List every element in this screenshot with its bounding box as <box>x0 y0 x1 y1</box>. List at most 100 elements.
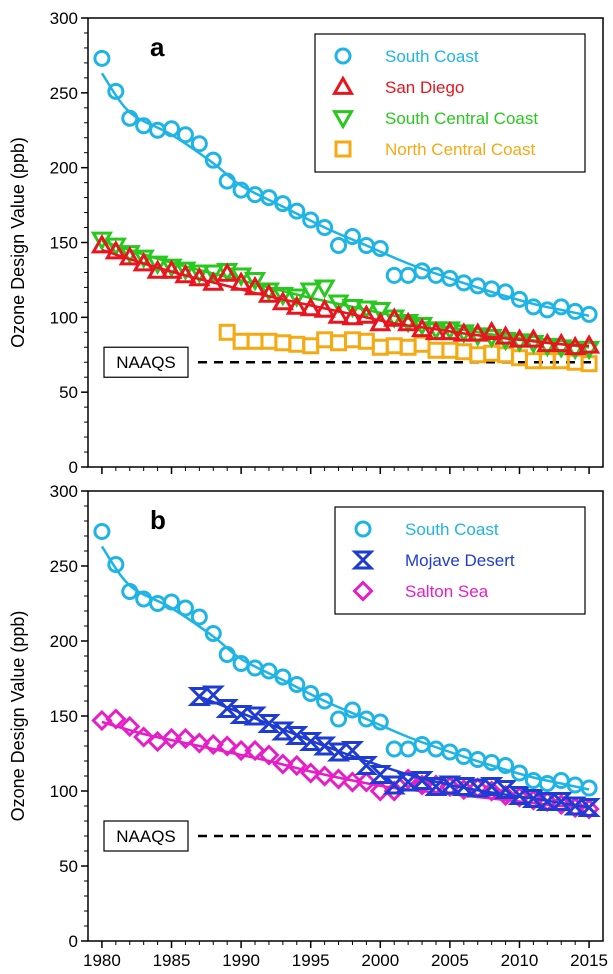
y-tick-label: 300 <box>50 9 78 28</box>
legend-marker <box>334 140 352 158</box>
y-tick-label: 0 <box>69 932 78 951</box>
legend-marker <box>354 520 372 538</box>
data-point <box>580 779 598 797</box>
data-point <box>107 82 125 100</box>
data-point <box>288 335 306 353</box>
data-point <box>316 331 334 349</box>
legend-label: Mojave Desert <box>405 551 515 570</box>
y-tick-label: 200 <box>50 159 78 178</box>
data-point <box>271 721 295 741</box>
y-tick-label: 250 <box>50 84 78 103</box>
data-point <box>204 625 222 642</box>
data-point <box>90 231 114 252</box>
data-point <box>93 523 111 540</box>
x-tick-label: 1990 <box>222 951 260 970</box>
data-point <box>549 792 573 811</box>
data-point <box>107 556 125 573</box>
data-point <box>552 298 570 316</box>
data-point <box>121 109 139 127</box>
data-point <box>286 754 308 777</box>
data-point <box>357 332 375 350</box>
data-point <box>455 343 473 361</box>
data-point <box>133 726 155 748</box>
data-point <box>299 296 322 317</box>
data-point <box>493 780 518 799</box>
data-point <box>343 701 361 719</box>
data-point <box>285 288 308 308</box>
y-tick-label: 200 <box>50 632 78 651</box>
data-point <box>483 344 501 362</box>
data-point <box>522 328 545 348</box>
data-point <box>243 275 267 296</box>
data-point <box>257 714 281 733</box>
legend-label: South Coast <box>385 47 479 66</box>
y-tick-label: 300 <box>50 482 78 501</box>
x-tick-label: 1980 <box>83 951 121 970</box>
y-tick-label: 150 <box>50 707 78 726</box>
naaqs-label: NAAQS <box>116 353 176 372</box>
x-tick-label: 1995 <box>292 951 330 970</box>
data-point <box>274 195 292 213</box>
data-point <box>327 294 350 314</box>
data-point <box>385 266 403 284</box>
chart-panel-b: 0 50 100 150 200 250 300 1980 1985 1990 1995 2000 20… <box>8 482 608 970</box>
panel-letter: a <box>150 32 165 62</box>
data-point <box>508 328 531 348</box>
data-point <box>218 323 236 341</box>
data-point <box>285 726 309 745</box>
data-point <box>399 740 417 758</box>
y-tick-label: 150 <box>50 234 78 253</box>
data-point <box>316 219 334 237</box>
y-tick-label: 50 <box>59 383 78 402</box>
data-point <box>176 126 194 144</box>
data-point <box>188 732 210 754</box>
series-san-diego <box>90 233 601 356</box>
data-point <box>288 202 306 220</box>
data-point <box>272 753 294 775</box>
series-south-coast <box>93 49 598 323</box>
data-point <box>494 325 517 345</box>
data-point <box>274 334 292 352</box>
data-point <box>330 710 348 728</box>
data-point <box>510 764 528 782</box>
data-point <box>550 332 573 353</box>
data-point <box>260 332 278 350</box>
data-point <box>368 765 392 784</box>
data-point <box>424 320 448 341</box>
legend-label: South Central Coast <box>385 109 538 128</box>
y-axis-title: Ozone Design Value (ppb) <box>8 611 28 822</box>
data-point <box>410 317 434 338</box>
data-point <box>302 337 320 355</box>
data-point <box>260 662 278 680</box>
legend-label: San Diego <box>385 78 464 97</box>
data-point <box>510 290 528 308</box>
legend-marker <box>331 75 355 95</box>
data-point <box>244 739 266 762</box>
data-point <box>371 239 389 257</box>
data-point <box>202 733 224 756</box>
data-point <box>411 774 433 796</box>
naaqs-label-box <box>103 346 189 378</box>
data-point <box>316 692 334 710</box>
data-point <box>483 754 501 771</box>
data-point <box>314 765 336 787</box>
data-point <box>176 599 194 617</box>
legend: South Coast Mojave Desert Salton Sea <box>334 506 586 615</box>
data-point <box>354 756 378 775</box>
data-point <box>218 172 236 190</box>
data-point <box>524 352 542 370</box>
data-point <box>174 727 197 750</box>
data-point <box>341 305 364 326</box>
data-point <box>243 706 267 726</box>
data-point <box>260 189 278 207</box>
legend-marker <box>352 580 374 602</box>
chart-panel-a: 0 50 100 150 200 250 300 Ozone Design Value (pp… <box>8 9 604 477</box>
data-point <box>552 772 570 789</box>
data-point <box>371 713 389 731</box>
data-point <box>330 236 348 254</box>
data-point <box>438 320 461 341</box>
legend-marker <box>351 550 375 570</box>
data-point <box>174 261 197 281</box>
y-tick-label: 50 <box>59 857 78 876</box>
legend-label: North Central Coast <box>385 140 536 159</box>
